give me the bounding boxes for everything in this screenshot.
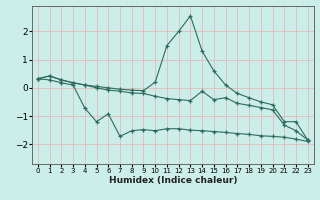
X-axis label: Humidex (Indice chaleur): Humidex (Indice chaleur): [108, 176, 237, 185]
